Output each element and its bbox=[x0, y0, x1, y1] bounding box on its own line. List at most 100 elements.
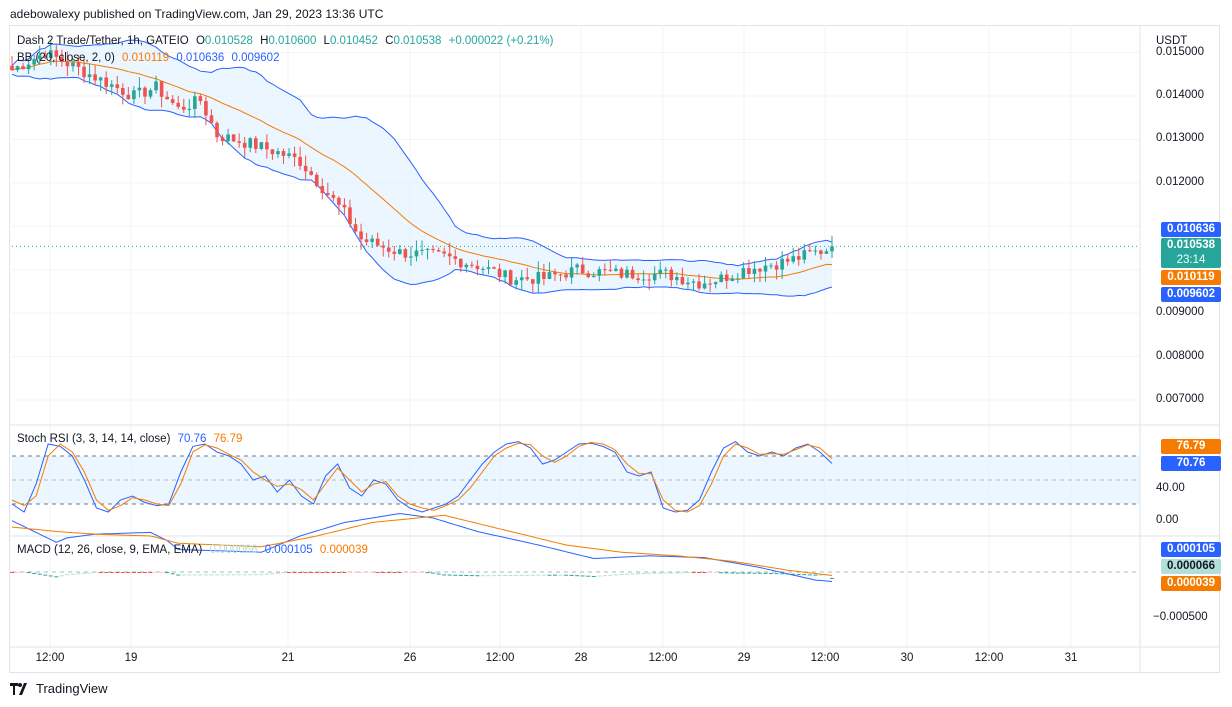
macd-histogram-bar bbox=[226, 574, 231, 576]
close-value: 0.010538 bbox=[393, 35, 442, 47]
candle-body bbox=[663, 269, 668, 271]
candle-body bbox=[87, 74, 92, 78]
candle-body bbox=[303, 165, 308, 172]
bb-legend: BB (20, close, 2, 0) 0.010119 0.010636 0… bbox=[17, 52, 283, 64]
open-value: 0.010528 bbox=[204, 35, 253, 47]
macd-histogram-bar bbox=[830, 577, 834, 579]
macd-histogram-bar bbox=[392, 572, 397, 573]
candle-body bbox=[702, 283, 707, 289]
macd-histogram-bar bbox=[719, 572, 724, 574]
time-tick: 30 bbox=[900, 652, 914, 664]
time-tick: 26 bbox=[403, 652, 417, 664]
macd-histogram-bar bbox=[746, 572, 751, 574]
macd-histogram-bar bbox=[791, 573, 796, 575]
candle-body bbox=[464, 264, 469, 268]
macd-histogram-bar bbox=[187, 574, 192, 576]
macd-histogram-bar bbox=[818, 574, 823, 576]
macd-histogram-bar bbox=[769, 573, 774, 575]
macd-histogram-bar bbox=[802, 574, 807, 576]
candle-body bbox=[10, 65, 14, 71]
change-value: +0.000022 (+0.21%) bbox=[448, 35, 554, 47]
macd-histogram-bar bbox=[148, 572, 153, 573]
candle-body bbox=[680, 277, 685, 285]
candle-body bbox=[591, 275, 596, 277]
time-tick: 19 bbox=[124, 652, 138, 664]
macd-histogram-bar bbox=[702, 572, 707, 573]
macd-histogram-bar bbox=[613, 574, 618, 576]
macd-histogram-bar bbox=[458, 574, 463, 576]
stoch-legend: Stoch RSI (3, 3, 14, 14, close) 70.76 76… bbox=[17, 433, 246, 445]
macd-histogram-bar bbox=[697, 572, 702, 573]
candle-body bbox=[104, 77, 108, 87]
macd-histogram-bar bbox=[209, 574, 214, 576]
candle-body bbox=[15, 66, 20, 71]
candle-body bbox=[337, 197, 341, 205]
candle-body bbox=[603, 269, 607, 271]
candle-body bbox=[364, 239, 369, 242]
low-label: L bbox=[323, 35, 330, 47]
candle-body bbox=[43, 55, 48, 59]
macd-histogram-bar bbox=[314, 572, 319, 573]
macd-histogram-bar bbox=[752, 572, 757, 574]
bb-lower-value: 0.009602 bbox=[231, 52, 280, 64]
macd-histogram-bar bbox=[192, 574, 197, 576]
candle-body bbox=[752, 268, 757, 275]
macd-histogram-bar bbox=[298, 572, 303, 573]
macd-histogram-bar bbox=[237, 574, 242, 576]
tradingview-brand: TradingView bbox=[36, 681, 108, 696]
macd-pane bbox=[10, 512, 1140, 582]
candle-body bbox=[608, 269, 613, 271]
macd-histogram-bar bbox=[281, 572, 286, 574]
price-tick: 0.008000 bbox=[1156, 349, 1204, 362]
macd-histogram-bar bbox=[59, 575, 64, 577]
macd-histogram-bar bbox=[763, 572, 768, 574]
candle-body bbox=[492, 267, 496, 269]
symbol-title: Dash 2 Trade/Tether, 1h, GATEIO bbox=[17, 35, 189, 47]
macd-histogram-bar bbox=[619, 573, 624, 575]
macd-histogram-bar bbox=[203, 574, 208, 576]
macd-histogram-bar bbox=[708, 572, 713, 573]
candle-body bbox=[736, 278, 740, 280]
candle-body bbox=[519, 277, 524, 281]
macd-histogram-bar bbox=[713, 572, 718, 573]
bb-basis-value: 0.010119 bbox=[122, 52, 170, 64]
macd-histogram-bar bbox=[131, 572, 136, 573]
macd-histogram-bar bbox=[469, 575, 474, 577]
macd-histogram-bar bbox=[87, 572, 92, 574]
macd-histogram-bar bbox=[21, 572, 26, 573]
candle-body bbox=[769, 265, 773, 267]
macd-histogram-bar bbox=[436, 573, 441, 575]
candle-body bbox=[386, 247, 391, 252]
macd-histogram-bar bbox=[464, 574, 469, 576]
macd-histogram-bar bbox=[336, 572, 341, 573]
macd-histogram-bar bbox=[480, 575, 485, 577]
candle-body bbox=[824, 251, 829, 254]
candle-body bbox=[586, 273, 591, 277]
macd-histogram-bar bbox=[142, 572, 147, 573]
tradingview-logo[interactable]: TradingView bbox=[10, 681, 108, 696]
bollinger-band-lines bbox=[11, 39, 833, 297]
macd-histogram-bar bbox=[691, 572, 696, 573]
candle-body bbox=[569, 267, 574, 278]
candle-body bbox=[453, 256, 458, 259]
macd-histogram-bar bbox=[292, 572, 297, 573]
main-legend: Dash 2 Trade/Tether, 1h, GATEIO O0.01052… bbox=[17, 35, 557, 47]
macd-histogram-bar bbox=[347, 572, 352, 573]
macd-histogram-bar bbox=[630, 573, 635, 575]
bb-lower-tag: 0.009602 bbox=[1161, 287, 1221, 302]
candle-body bbox=[619, 268, 624, 278]
macd-histogram-bar bbox=[381, 572, 386, 573]
bb-label: BB (20, close, 2, 0) bbox=[17, 52, 115, 64]
grid-lines bbox=[9, 25, 1220, 673]
macd-histogram-bar bbox=[658, 572, 663, 574]
macd-histogram-bar bbox=[669, 572, 674, 574]
macd-histogram-bar bbox=[76, 573, 81, 575]
candle-body bbox=[298, 156, 302, 166]
candle-body bbox=[253, 138, 258, 149]
macd-histogram-bar bbox=[431, 572, 436, 574]
candle-body bbox=[514, 280, 518, 285]
candle-body bbox=[458, 258, 463, 268]
time-tick: 12:00 bbox=[974, 652, 1004, 664]
candle-body bbox=[447, 253, 452, 257]
